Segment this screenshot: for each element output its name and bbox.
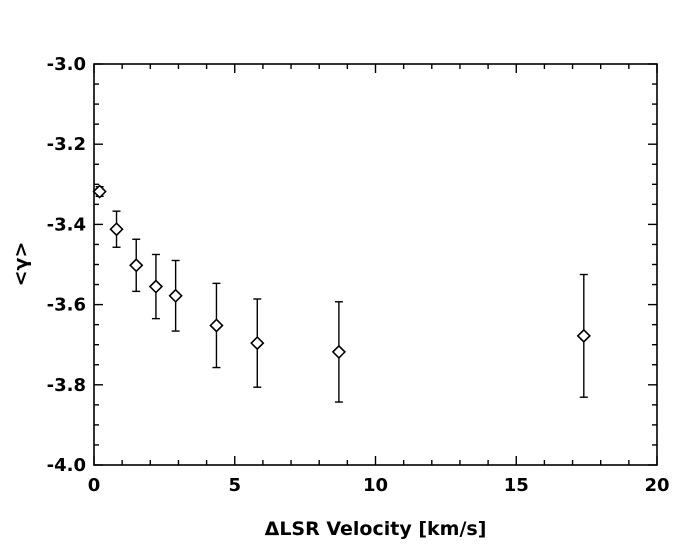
x-tick-label: 5 <box>228 475 241 496</box>
x-tick-label: 15 <box>504 475 529 496</box>
data-points <box>92 184 591 403</box>
y-tick-label: -3.0 <box>47 54 86 75</box>
x-axis-title: ΔLSR Velocity [km/s] <box>265 518 487 540</box>
data-point-marker <box>109 222 124 237</box>
data-point-marker <box>92 184 107 199</box>
y-tick-label: -4.0 <box>47 455 86 476</box>
data-point-marker <box>331 344 347 360</box>
x-tick-label: 10 <box>363 475 388 496</box>
x-tick-label: 0 <box>88 475 101 496</box>
tick-labels: 0 5 10 15 20 -4.0 -3.8 -3.6 -3.4 -3.2 -3.0 <box>47 54 670 496</box>
axis-ticks <box>93 63 658 466</box>
plot-frame <box>93 63 658 466</box>
data-point-marker <box>168 288 183 303</box>
data-point-marker <box>250 335 265 351</box>
y-axis-title: <γ> <box>10 242 32 287</box>
y-tick-label: -3.6 <box>47 295 86 316</box>
y-tick-label: -3.2 <box>47 134 86 155</box>
y-tick-label: -3.4 <box>47 214 86 235</box>
data-point-marker <box>209 318 224 333</box>
data-point-marker <box>576 328 591 344</box>
x-tick-label: 20 <box>644 475 669 496</box>
y-tick-label: -3.8 <box>47 375 86 396</box>
data-point-marker <box>148 279 164 294</box>
data-point-marker <box>129 258 144 273</box>
